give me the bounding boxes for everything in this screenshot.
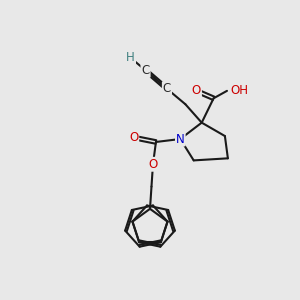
Text: O: O xyxy=(129,131,138,144)
Text: O: O xyxy=(148,158,158,171)
Text: N: N xyxy=(176,133,185,146)
Text: C: C xyxy=(163,82,171,95)
Text: H: H xyxy=(126,51,135,64)
Text: C: C xyxy=(141,64,150,77)
Text: OH: OH xyxy=(230,84,248,98)
Text: O: O xyxy=(192,84,201,98)
